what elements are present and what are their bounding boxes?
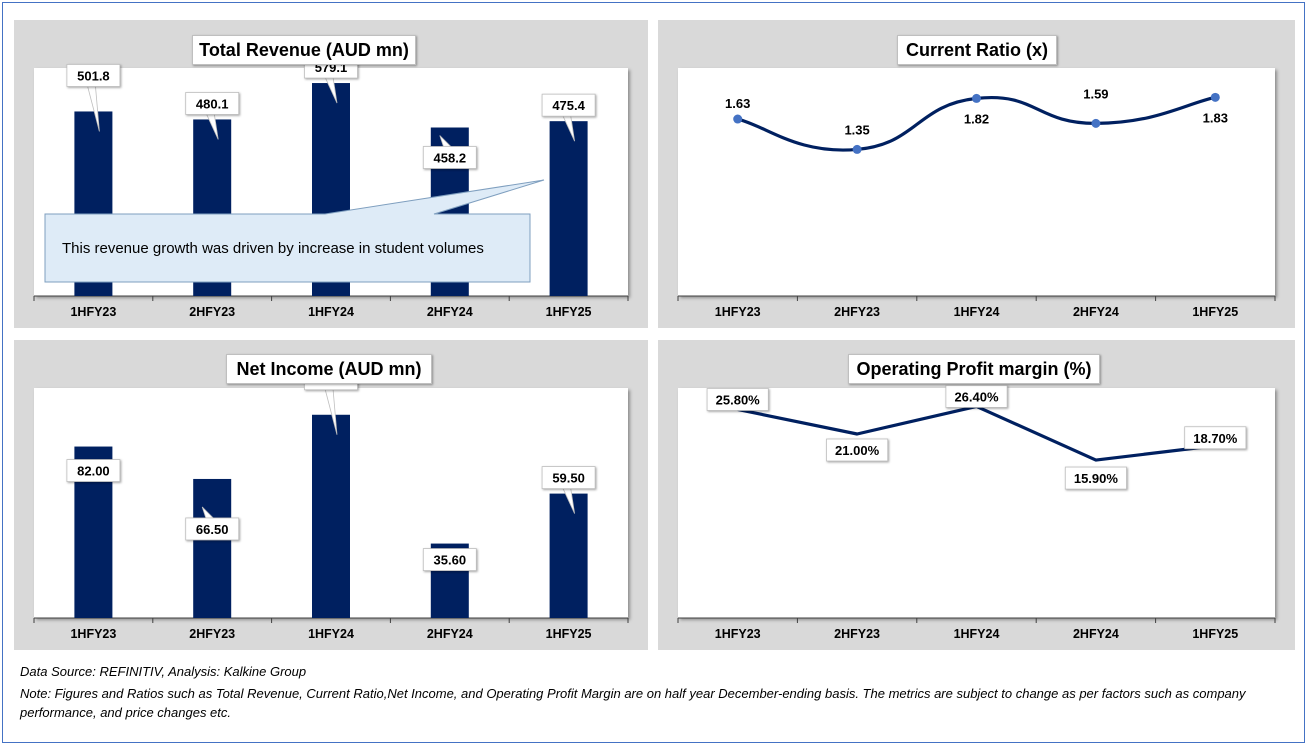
data-label-text: 18.70%	[1193, 431, 1238, 446]
bar	[193, 478, 232, 618]
x-tick-label: 1HFY23	[70, 305, 116, 319]
data-label-text: 25.80%	[716, 392, 761, 407]
data-label: 25.80%	[706, 388, 769, 411]
current-ratio-panel: 1HFY23 2HFY23 1HFY24 2HFY24 1HFY25 1.63 1.35 1.…	[658, 20, 1295, 328]
data-label-text: 21.00%	[835, 443, 880, 458]
data-label: 26.40%	[945, 385, 1008, 408]
x-tick-label: 1HFY25	[546, 627, 592, 641]
data-label-text: 15.90%	[1074, 471, 1119, 486]
data-label-box	[422, 548, 477, 571]
data-point	[852, 144, 862, 154]
data-label: 15.90%	[1064, 466, 1127, 490]
data-source-text: Data Source: REFINITIV, Analysis: Kalkin…	[20, 664, 307, 679]
data-label: 66.50	[185, 506, 240, 541]
x-tick-label: 1HFY23	[715, 627, 761, 641]
data-label: 59.50	[541, 466, 596, 514]
data-label-text: 82.00	[77, 464, 110, 479]
data-label-text: 458.2	[434, 151, 467, 166]
bar	[312, 83, 350, 296]
bar	[549, 493, 588, 618]
x-tick-label: 2HFY24	[1073, 305, 1119, 319]
data-label-text: 26.40%	[954, 389, 999, 404]
current-ratio-plot-area	[678, 68, 1275, 296]
data-label-text: 66.50	[196, 522, 229, 537]
x-tick-label: 2HFY24	[427, 305, 473, 319]
data-label-text: 59.50	[552, 471, 585, 486]
data-label-box	[66, 459, 121, 482]
net-income-chart: 1HFY23 2HFY23 1HFY24 2HFY24 1HFY25 82.00 66.50…	[33, 367, 629, 641]
data-label-box	[66, 64, 121, 87]
x-tick-label: 1HFY24	[308, 305, 354, 319]
data-label-box	[706, 388, 769, 411]
x-tick-label: 1HFY25	[546, 305, 592, 319]
data-label-box	[541, 466, 596, 489]
data-label: 1.83	[1203, 110, 1228, 125]
data-label: 1.59	[1083, 86, 1108, 101]
data-label: 35.60	[422, 548, 477, 571]
data-label-box	[945, 385, 1008, 408]
x-tick-label: 2HFY23	[834, 305, 880, 319]
data-point	[1210, 92, 1220, 102]
bar	[74, 111, 113, 296]
data-label-box	[185, 517, 240, 541]
x-tick-label: 2HFY23	[189, 305, 235, 319]
x-tick-label: 1HFY24	[954, 627, 1000, 641]
x-tick-label: 1HFY24	[308, 627, 354, 641]
bar	[193, 119, 232, 296]
data-label-box	[185, 92, 240, 115]
data-label: 1.63	[725, 96, 750, 111]
revenue-chart: 1HFY23 2HFY23 1HFY24 2HFY24 1HFY25 501.8 480.1…	[33, 55, 629, 319]
net-income-panel: 1HFY23 2HFY23 1HFY24 2HFY24 1HFY25 82.00 66.50…	[14, 340, 648, 650]
x-tick-label: 2HFY24	[427, 627, 473, 641]
x-tick-label: 1HFY25	[1192, 627, 1238, 641]
data-point	[1091, 118, 1101, 128]
x-tick-label: 2HFY24	[1073, 627, 1119, 641]
data-label-box	[1064, 466, 1127, 490]
data-label: 475.4	[541, 93, 596, 142]
revenue-panel: 1HFY23 2HFY23 1HFY24 2HFY24 1HFY25 501.8 480.1…	[14, 20, 648, 328]
bar	[549, 121, 588, 297]
data-label: 82.00	[66, 459, 121, 482]
operating-margin-panel: 1HFY23 2HFY23 1HFY24 2HFY24 1HFY25 25.80% 21.0…	[658, 340, 1295, 650]
data-label: 501.8	[66, 64, 121, 132]
data-label-box	[1184, 426, 1247, 450]
data-label: 480.1	[185, 92, 240, 140]
data-point	[972, 93, 981, 103]
operating-margin-chart: 1HFY23 2HFY23 1HFY24 2HFY24 1HFY25 25.80% 21.0…	[677, 385, 1276, 641]
data-label-text: 480.1	[196, 96, 229, 111]
x-tick-label: 2HFY23	[189, 627, 235, 641]
data-label: 1.35	[844, 122, 869, 137]
bar	[312, 414, 350, 618]
data-label-box	[541, 93, 596, 117]
x-tick-label: 1HFY23	[715, 305, 761, 319]
current-ratio-chart-title: Current Ratio (x)	[897, 35, 1057, 65]
current-ratio-chart: 1HFY23 2HFY23 1HFY24 2HFY24 1HFY25 1.63 1.35 1.…	[677, 86, 1276, 319]
data-point	[733, 114, 743, 124]
data-label-box	[826, 438, 889, 462]
operating-margin-chart-title: Operating Profit margin (%)	[848, 354, 1100, 384]
x-tick-label: 1HFY24	[954, 305, 1000, 319]
data-label: 21.00%	[826, 438, 889, 462]
data-label-text: 475.4	[552, 98, 585, 113]
x-tick-label: 1HFY25	[1192, 305, 1238, 319]
x-tick-label: 2HFY23	[834, 627, 880, 641]
data-label-box	[422, 146, 477, 169]
net-income-chart-title: Net Income (AUD mn)	[226, 354, 432, 384]
data-label: 458.2	[422, 135, 477, 169]
data-label-text: 35.60	[434, 553, 467, 568]
data-label-text: 501.8	[77, 68, 110, 83]
x-tick-label: 1HFY23	[70, 627, 116, 641]
data-label: 1.82	[964, 111, 989, 126]
data-label: 18.70%	[1184, 426, 1247, 450]
operating-margin-plot-area	[678, 388, 1275, 618]
revenue-chart-title: Total Revenue (AUD mn)	[192, 35, 416, 65]
series-line	[737, 404, 1216, 462]
footnote-text: Note: Figures and Ratios such as Total R…	[20, 686, 1246, 720]
